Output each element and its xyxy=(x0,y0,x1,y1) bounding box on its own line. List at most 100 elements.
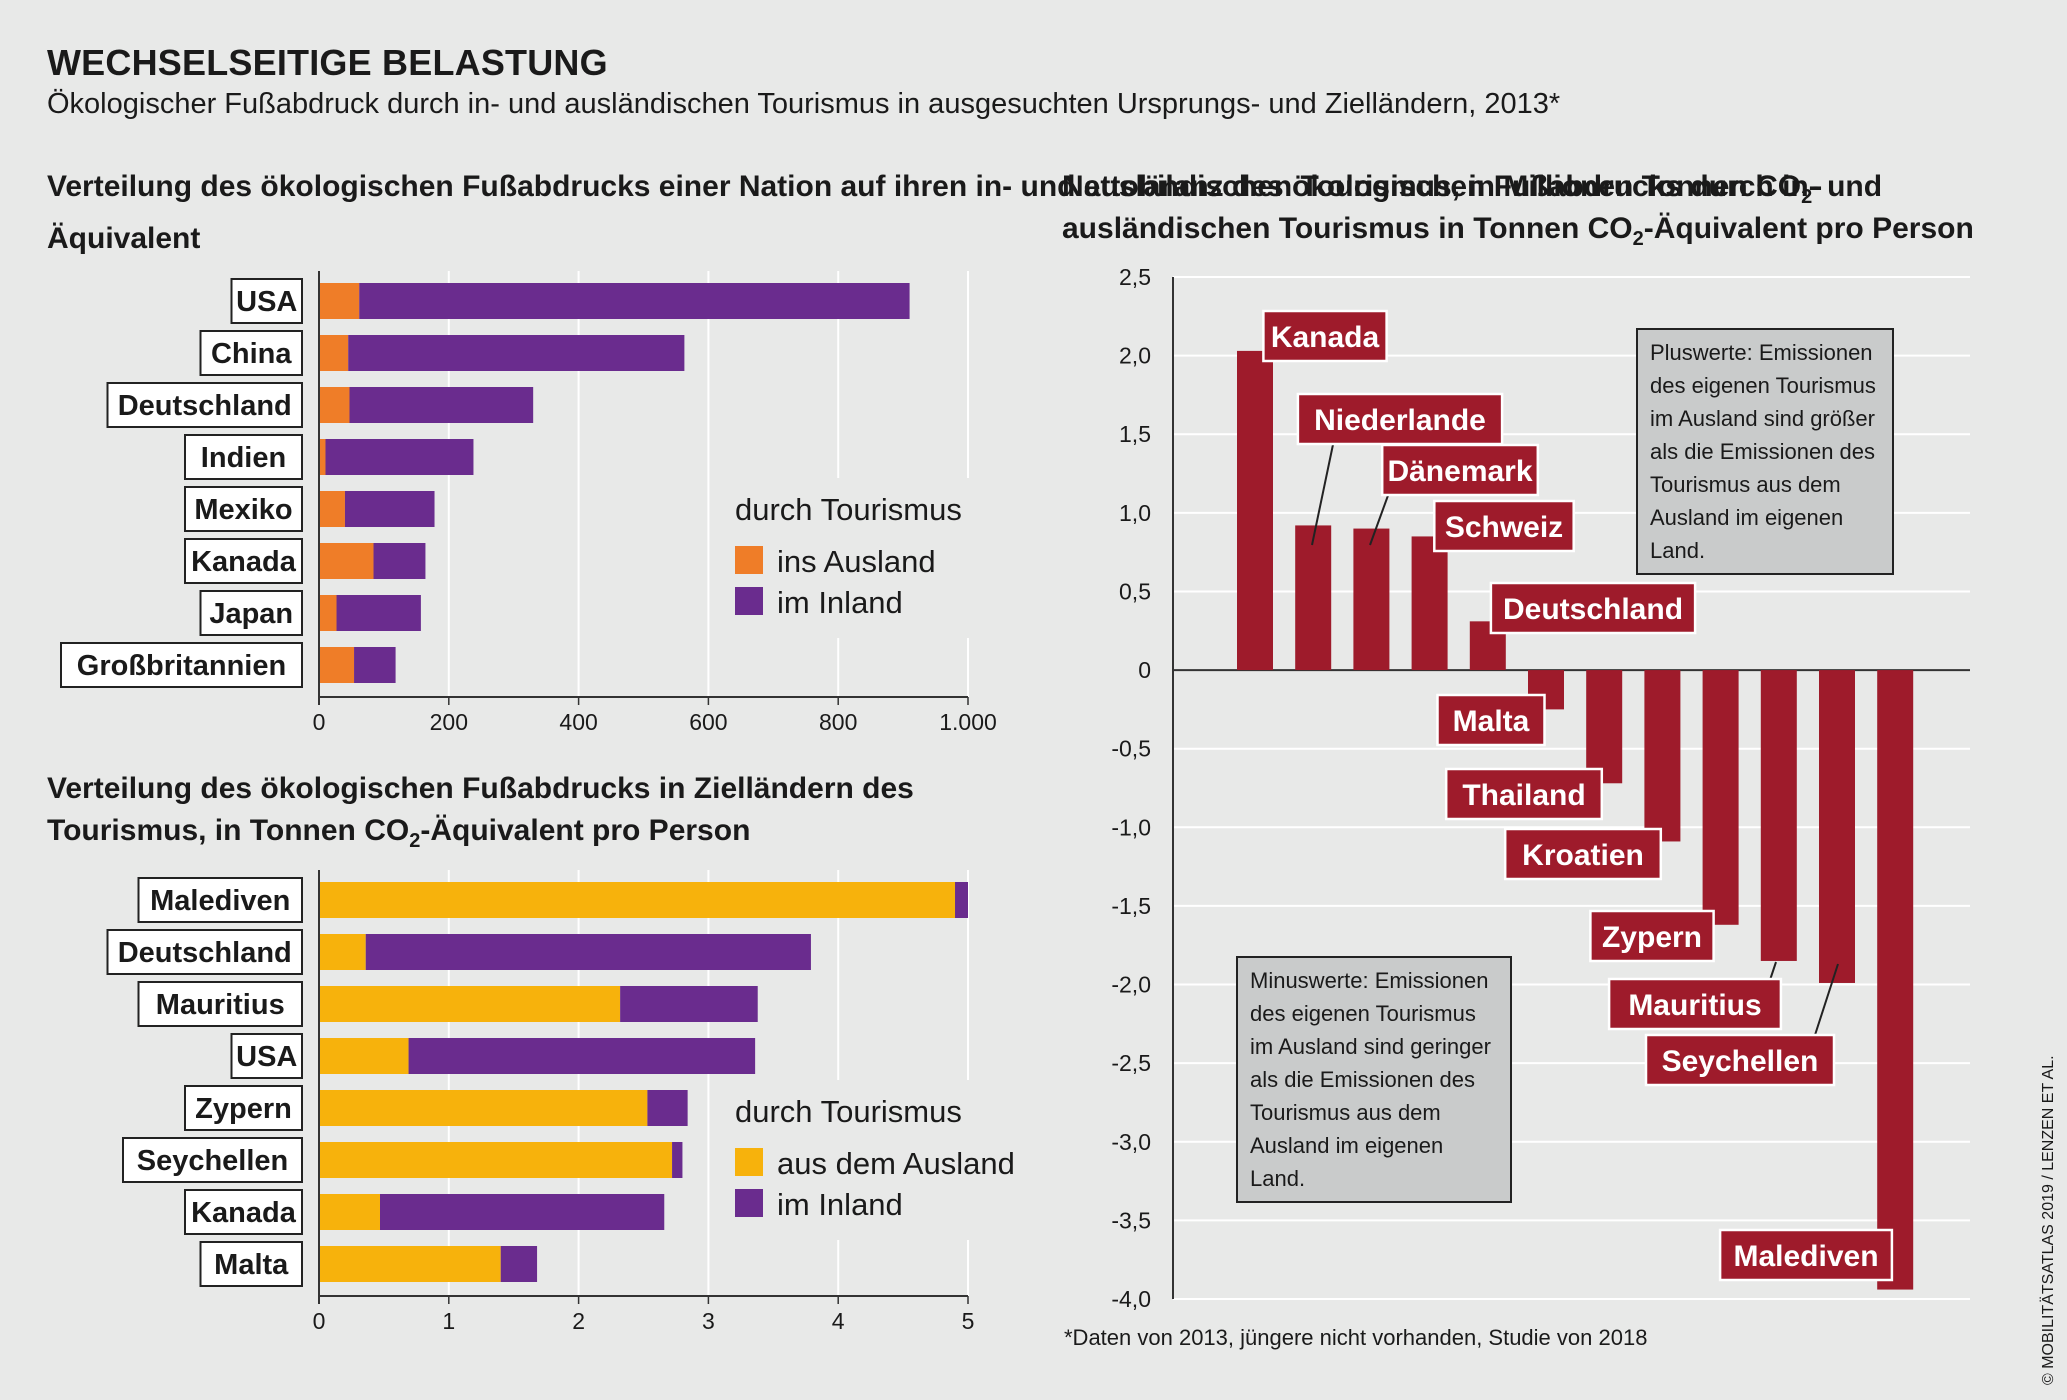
note-minus: Minuswerte: Emissionen des eigenen Touri… xyxy=(1236,956,1512,1203)
chart1-category-box xyxy=(106,382,303,428)
infographic-title: WECHSELSEITIGE BELASTUNG xyxy=(47,42,608,83)
chart1-category-label: Mexiko xyxy=(194,494,292,526)
chart2-legend-swatch xyxy=(735,1189,763,1217)
chart2-bar-a xyxy=(319,1142,673,1178)
chart2-bar-b xyxy=(620,986,758,1022)
chart3-bar xyxy=(1877,670,1914,1290)
chart1-bar-b xyxy=(336,595,421,631)
chart3-bar xyxy=(1353,528,1390,671)
chart1-bar-a xyxy=(319,439,326,475)
chart1-tick-label: 200 xyxy=(430,709,468,735)
chart2-tick-label: 2 xyxy=(572,1308,585,1334)
chart3-tick-label: 2,5 xyxy=(1119,264,1151,290)
chart1-tick-label: 800 xyxy=(819,709,857,735)
chart1-title-end: -Äquivalent xyxy=(47,170,1823,255)
chart3-category-label: Deutschland xyxy=(1503,593,1683,626)
chart3-bar xyxy=(1702,670,1739,925)
chart3-category-label: Mauritius xyxy=(1628,989,1761,1022)
credit-text: MOBILITÄTSATLAS 2019 / LENZEN ET AL. xyxy=(2040,1055,2057,1369)
chart3-category-label: Thailand xyxy=(1462,779,1585,812)
chart1-legend-bg xyxy=(729,478,1014,638)
chart2-bar-b xyxy=(408,1038,756,1074)
chart3-tick-label: 1,5 xyxy=(1119,421,1151,447)
chart1-bar-a xyxy=(319,595,337,631)
chart1-category-label: Kanada xyxy=(191,546,297,578)
chart3-bar xyxy=(1760,670,1797,961)
chart2-bar-a xyxy=(319,1038,409,1074)
chart1-bar-b xyxy=(359,283,910,319)
chart3-tick-label: -1,0 xyxy=(1111,814,1151,840)
chart1-category-box xyxy=(60,642,303,688)
chart2-title-text: Verteilung des ökologischen Fußabdrucks … xyxy=(47,772,914,847)
chart3-label-box xyxy=(1444,767,1604,821)
chart3-label-box xyxy=(1503,827,1663,881)
chart1-bar-b xyxy=(344,491,435,527)
chart2-category-label: Zypern xyxy=(195,1093,292,1125)
chart1-category-label: Deutschland xyxy=(118,390,292,422)
chart2-bar-b xyxy=(955,882,968,918)
chart2-bar-b xyxy=(647,1090,688,1126)
chart1-tick-label: 600 xyxy=(689,709,727,735)
chart2-bar-b xyxy=(672,1142,683,1178)
chart3-label-box xyxy=(1644,1033,1836,1087)
chart2-legend-label: aus dem Ausland xyxy=(777,1146,1015,1181)
chart3-svg: 2,5 2,0 1,5 1,0 0,5 0 -0,5 -1,0 -1,5 -2,0 -2,5 -3,0… xyxy=(1111,264,1970,1312)
chart3-label-box xyxy=(1436,693,1546,747)
chart1-category-box xyxy=(184,434,303,480)
chart2-category-label: Kanada xyxy=(191,1197,297,1229)
chart1-bar-a xyxy=(319,283,360,319)
chart3-tick-label: 1,0 xyxy=(1119,500,1151,526)
chart2-title-sub: 2 xyxy=(409,830,421,852)
chart3-bar xyxy=(1644,670,1681,842)
chart1-tick-label: 400 xyxy=(559,709,597,735)
chart3-tick-label: -3,0 xyxy=(1111,1129,1151,1155)
chart3-bar xyxy=(1237,350,1273,671)
chart2-bar-a xyxy=(319,1090,648,1126)
chart3-label-box xyxy=(1380,443,1540,497)
chart2-legend-swatch xyxy=(735,1148,763,1176)
chart3-category-label: Malta xyxy=(1453,705,1530,738)
chart3-title-end: -Äquivalent pro Person xyxy=(1643,212,1974,245)
chart3-bar xyxy=(1586,670,1623,784)
chart3-label-box xyxy=(1433,499,1575,553)
infographic-subtitle: Ökologischer Fußabdruck durch in- und au… xyxy=(47,88,1561,120)
chart3-category-label: Kanada xyxy=(1271,321,1380,354)
chart1-legend-label: im Inland xyxy=(777,585,903,620)
chart2-bar-a xyxy=(319,1246,501,1282)
copyright-icon: © xyxy=(2040,1368,2057,1385)
chart1-bar-a xyxy=(319,543,374,579)
chart2-category-box xyxy=(199,1241,303,1287)
chart1-legend-swatch xyxy=(735,546,763,574)
chart3-category-label: Niederlande xyxy=(1314,404,1486,437)
chart2-category-box xyxy=(122,1137,303,1183)
chart2-category-label: Seychellen xyxy=(137,1145,289,1177)
chart3-tick-label: -4,0 xyxy=(1111,1286,1151,1312)
chart1-bar-a xyxy=(319,491,345,527)
chart3-leader-line xyxy=(1769,961,1777,981)
note-plus: Pluswerte: Emissionen des eigenen Touris… xyxy=(1636,328,1894,575)
chart1-svg: 0 200 400 600 800 1.000 USA China Deutschland Ind… xyxy=(60,271,1015,1334)
chart3-leader-line xyxy=(1311,434,1336,546)
chart2-category-label: USA xyxy=(236,1041,297,1073)
chart1-legend-swatch xyxy=(735,587,763,615)
chart3-title-text: Nettobilanz des ökologischen Fußabdrucks… xyxy=(1062,170,1883,245)
chart3-tick-label: 0 xyxy=(1138,657,1151,683)
chart3-category-label: Malediven xyxy=(1733,1240,1878,1273)
chart1-title-sub: 2 xyxy=(1801,186,1813,208)
chart1-category-box xyxy=(230,278,303,324)
chart2-legend-bg xyxy=(729,1080,1014,1240)
chart1-title-text: Verteilung des ökologischen Fußabdrucks … xyxy=(47,170,1802,203)
chart3-tick-label: -2,0 xyxy=(1111,972,1151,998)
chart2-legend-label: im Inland xyxy=(777,1187,903,1222)
chart3-tick-label: -3,5 xyxy=(1111,1207,1151,1233)
chart2-category-box xyxy=(137,877,303,923)
chart2-bar-a xyxy=(319,882,956,918)
footnote: *Daten von 2013, jüngere nicht vorhanden… xyxy=(1064,1325,1648,1350)
chart2-bar-a xyxy=(319,986,621,1022)
chart2-tick-label: 3 xyxy=(702,1308,715,1334)
chart1-tick-label: 1.000 xyxy=(939,709,997,735)
chart1-bar-a xyxy=(319,647,355,683)
chart3-tick-label: 2,0 xyxy=(1119,343,1151,369)
chart1-category-box xyxy=(184,538,303,584)
chart2-bar-b xyxy=(500,1246,538,1282)
